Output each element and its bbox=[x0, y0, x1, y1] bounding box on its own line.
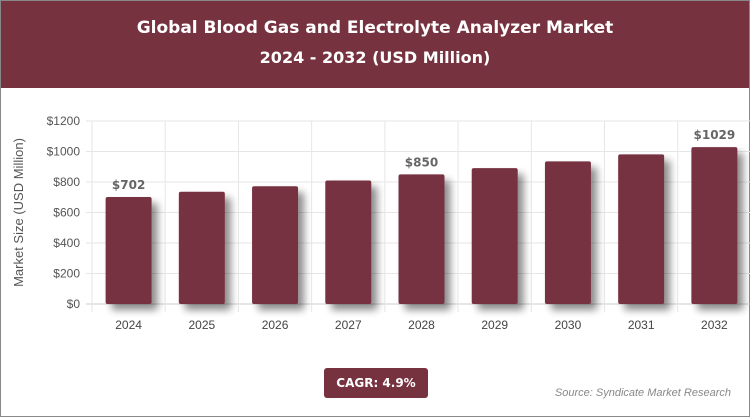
y-tick-label: $200 bbox=[53, 267, 80, 281]
data-label: $850 bbox=[405, 155, 438, 169]
bar-2032 bbox=[691, 147, 738, 304]
data-label: $1029 bbox=[694, 128, 736, 142]
chart-subtitle: 2024 - 2032 (USD Million) bbox=[259, 48, 491, 67]
chart-title: Global Blood Gas and Electrolyte Analyze… bbox=[136, 18, 614, 38]
bar-2024 bbox=[105, 196, 152, 304]
x-tick-label: 2030 bbox=[555, 318, 582, 332]
x-tick-label: 2031 bbox=[628, 318, 655, 332]
y-tick-label: $800 bbox=[53, 175, 80, 189]
bar-2025 bbox=[178, 191, 225, 304]
cagr-badge: CAGR: 4.9% bbox=[324, 368, 428, 398]
y-tick-label: $600 bbox=[53, 206, 80, 220]
x-tick-label: 2025 bbox=[188, 318, 215, 332]
bar-2026 bbox=[252, 186, 299, 304]
y-tick-label: $1200 bbox=[47, 114, 81, 128]
bar-2031 bbox=[618, 154, 665, 304]
bar-2028 bbox=[398, 174, 445, 304]
x-tick-label: 2029 bbox=[481, 318, 508, 332]
y-tick-label: $400 bbox=[53, 236, 80, 250]
source-note: Source: Syndicate Market Research bbox=[554, 387, 731, 399]
x-tick-label: 2024 bbox=[115, 318, 142, 332]
bar-2029 bbox=[471, 168, 518, 304]
x-tick-label: 2026 bbox=[262, 318, 289, 332]
x-tick-label: 2028 bbox=[408, 318, 435, 332]
x-tick-label: 2027 bbox=[335, 318, 362, 332]
y-tick-label: $1000 bbox=[47, 145, 81, 159]
bar-2030 bbox=[544, 161, 591, 304]
x-tick-label: 2032 bbox=[701, 318, 728, 332]
data-label: $702 bbox=[112, 178, 145, 192]
chart-header: Global Blood Gas and Electrolyte Analyze… bbox=[1, 1, 749, 88]
y-tick-label: $0 bbox=[67, 297, 81, 311]
bar-2027 bbox=[325, 180, 372, 304]
y-axis-title: Market Size (USD Million) bbox=[11, 138, 26, 287]
